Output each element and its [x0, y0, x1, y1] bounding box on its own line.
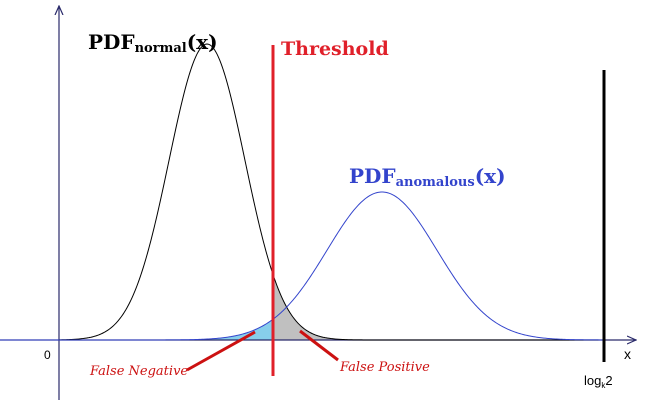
false-positive-area	[273, 274, 360, 340]
normal-pdf-curve	[58, 43, 604, 341]
false-negative-label: False Negative	[89, 364, 188, 379]
false-negative-pointer	[186, 330, 256, 372]
false-positive-pointer	[299, 329, 339, 362]
right-bound-label: logk2	[584, 373, 613, 390]
threshold-label: Threshold	[281, 38, 389, 60]
false-positive-label: False Positive	[339, 360, 430, 375]
anomalous-pdf-curve	[0, 191, 605, 341]
anomalous-pdf-label: PDFanomalous(x)	[349, 164, 506, 190]
normal-pdf-label: PDFnormal(x)	[88, 30, 218, 56]
x-axis-label: x	[624, 346, 631, 362]
origin-label: 0	[44, 348, 51, 362]
false-negative-area	[160, 319, 273, 340]
